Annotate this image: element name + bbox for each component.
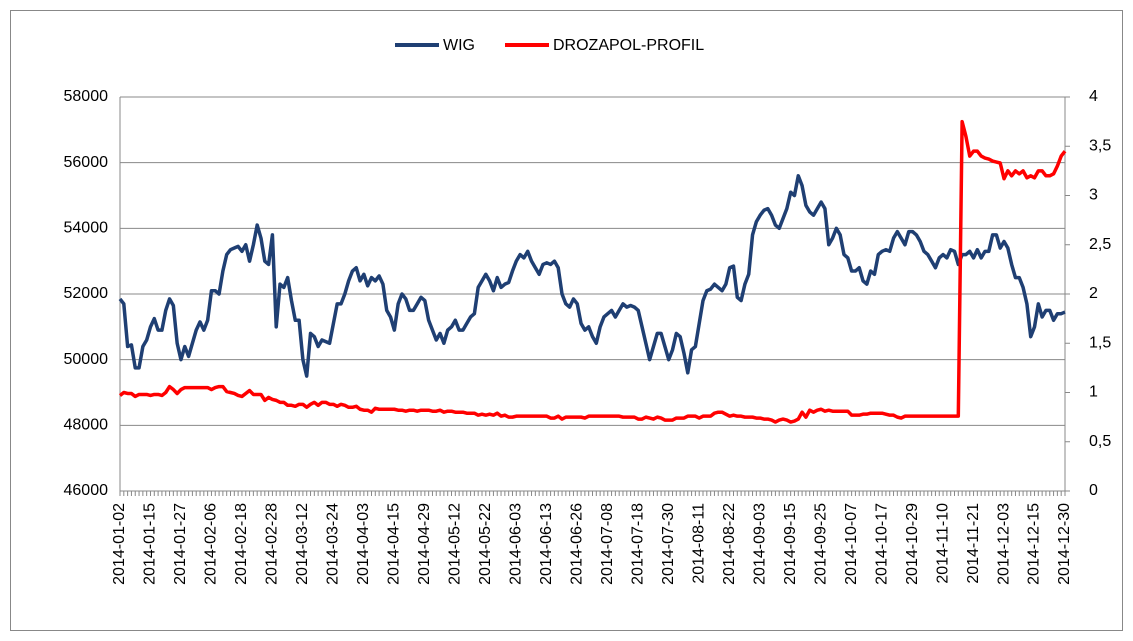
y-tick-label: 56000 <box>64 154 109 171</box>
x-tick-label: 2014-08-11 <box>690 503 707 584</box>
y2-tick-label: 3,5 <box>1089 137 1111 154</box>
x-tick-label: 2014-10-29 <box>904 503 921 585</box>
y2-tick-label: 1,5 <box>1089 334 1111 351</box>
y2-tick-label: 4 <box>1089 88 1098 105</box>
x-tick-label: 2014-05-12 <box>447 503 464 585</box>
x-tick-label: 2014-06-26 <box>568 503 585 585</box>
y-tick-label: 54000 <box>64 220 109 237</box>
x-tick-label: 2014-07-08 <box>599 503 616 585</box>
series-line <box>118 174 1066 378</box>
x-tick-label: 2014-11-21 <box>965 503 982 584</box>
x-tick-label: 2014-06-03 <box>508 503 525 585</box>
series-line <box>118 119 1067 424</box>
y2-tick-label: 0,5 <box>1089 433 1111 450</box>
x-tick-label: 2014-06-13 <box>538 503 555 585</box>
legend-label: DROZAPOL-PROFIL <box>553 37 704 54</box>
x-tick-label: 2014-09-25 <box>812 503 829 585</box>
x-tick-label: 2014-02-28 <box>264 503 281 585</box>
x-tick-label: 2014-01-15 <box>142 503 159 585</box>
y-tick-label: 50000 <box>64 351 109 368</box>
x-tick-label: 2014-12-30 <box>1056 503 1073 585</box>
x-tick-label: 2014-03-12 <box>294 503 311 585</box>
x-tick-label: 2014-10-17 <box>873 503 890 585</box>
x-tick-label: 2014-07-30 <box>660 503 677 585</box>
y-tick-label: 58000 <box>64 88 109 105</box>
x-tick-label: 2014-10-07 <box>843 503 860 585</box>
y-tick-label: 52000 <box>64 285 109 302</box>
x-tick-label: 2014-12-15 <box>1026 503 1043 585</box>
x-tick-label: 2014-12-03 <box>995 503 1012 585</box>
x-tick-label: 2014-09-03 <box>751 503 768 585</box>
y2-tick-label: 1 <box>1089 384 1098 401</box>
x-tick-label: 2014-09-15 <box>782 503 799 585</box>
chart-frame <box>10 10 1123 631</box>
x-tick-label: 2014-08-22 <box>721 503 738 585</box>
x-tick-label: 2014-01-27 <box>172 503 189 585</box>
x-tick-label: 2014-04-03 <box>355 503 372 585</box>
y-tick-label: 48000 <box>64 417 109 434</box>
y-tick-label: 46000 <box>64 482 109 499</box>
x-tick-label: 2014-02-18 <box>233 503 250 585</box>
x-tick-label: 2014-11-10 <box>934 503 951 584</box>
x-tick-label: 2014-07-18 <box>629 503 646 585</box>
x-tick-label: 2014-03-24 <box>325 503 342 585</box>
x-tick-label: 2014-01-02 <box>111 503 128 585</box>
y2-tick-label: 2 <box>1089 285 1098 302</box>
legend-label: WIG <box>443 37 475 54</box>
y2-tick-label: 3 <box>1089 187 1098 204</box>
x-tick-label: 2014-04-15 <box>386 503 403 585</box>
y2-tick-label: 2,5 <box>1089 236 1111 253</box>
x-tick-label: 2014-02-06 <box>203 503 220 585</box>
x-tick-label: 2014-05-22 <box>477 503 494 585</box>
y2-tick-label: 0 <box>1089 482 1098 499</box>
x-tick-label: 2014-04-29 <box>416 503 433 585</box>
